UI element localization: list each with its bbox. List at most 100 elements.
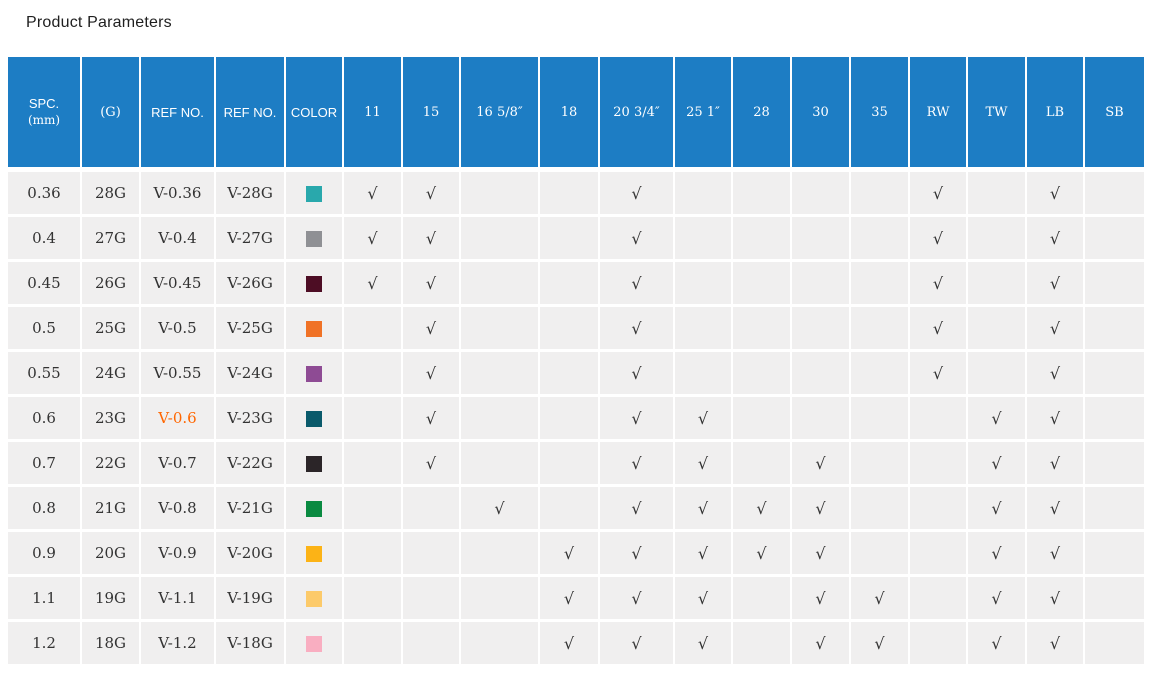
ref-no-2-cell: V-19G: [216, 577, 286, 622]
check-cell-rw: √: [910, 262, 968, 307]
check-cell-25_1: √: [675, 487, 733, 532]
table-row: 1.2 18G V-1.2 V-18G √ √ √ √ √ √ √: [8, 622, 1144, 667]
check-cell-rw: [910, 487, 968, 532]
check-cell-20_34: √: [600, 397, 675, 442]
check-cell-15: [403, 487, 461, 532]
spc-cell: 1.1: [8, 577, 82, 622]
spc-cell: 0.55: [8, 352, 82, 397]
color-swatch: [306, 456, 322, 472]
check-cell-16_58: [461, 352, 540, 397]
check-cell-15: √: [403, 217, 461, 262]
check-cell-11: [344, 352, 403, 397]
check-cell-tw: √: [968, 577, 1027, 622]
spc-cell: 0.6: [8, 397, 82, 442]
column-header-ref_no_1: REF NO.: [141, 57, 216, 172]
ref-no-2-cell: V-26G: [216, 262, 286, 307]
color-swatch: [306, 546, 322, 562]
check-cell-35: [851, 217, 910, 262]
spc-cell: 0.36: [8, 172, 82, 217]
check-cell-lb: √: [1027, 442, 1085, 487]
check-cell-lb: √: [1027, 487, 1085, 532]
check-cell-tw: [968, 352, 1027, 397]
check-cell-16_58: [461, 262, 540, 307]
check-cell-lb: √: [1027, 217, 1085, 262]
product-parameters-table: SPC. (mm) (G) REF NO. REF NO. COLOR 11 15 16 5/8…: [8, 57, 1144, 667]
check-cell-25_1: √: [675, 622, 733, 667]
check-cell-28: [733, 217, 792, 262]
check-cell-30: [792, 217, 851, 262]
ref-no-2-cell: V-27G: [216, 217, 286, 262]
check-cell-11: [344, 532, 403, 577]
gauge-cell: 18G: [82, 622, 141, 667]
column-header-tw: TW: [968, 57, 1027, 172]
check-cell-sb: [1085, 622, 1144, 667]
table-row: 0.7 22G V-0.7 V-22G √ √ √ √ √ √: [8, 442, 1144, 487]
color-swatch: [306, 591, 322, 607]
check-cell-tw: √: [968, 532, 1027, 577]
check-cell-18: [540, 352, 600, 397]
check-cell-25_1: [675, 262, 733, 307]
check-cell-11: √: [344, 262, 403, 307]
column-header-color: COLOR: [286, 57, 344, 172]
ref-no-2-cell: V-23G: [216, 397, 286, 442]
check-cell-rw: √: [910, 307, 968, 352]
check-cell-15: √: [403, 307, 461, 352]
ref-no-2-cell: V-25G: [216, 307, 286, 352]
check-cell-18: [540, 262, 600, 307]
check-cell-sb: [1085, 262, 1144, 307]
check-cell-15: √: [403, 352, 461, 397]
check-cell-tw: [968, 172, 1027, 217]
check-cell-15: √: [403, 442, 461, 487]
check-cell-30: [792, 307, 851, 352]
gauge-cell: 28G: [82, 172, 141, 217]
check-cell-rw: [910, 622, 968, 667]
check-cell-18: [540, 442, 600, 487]
column-header-spc: SPC. (mm): [8, 57, 82, 172]
ref-no-2-cell: V-24G: [216, 352, 286, 397]
check-cell-28: [733, 262, 792, 307]
column-header-gauge: (G): [82, 57, 141, 172]
check-cell-25_1: [675, 307, 733, 352]
check-cell-28: [733, 172, 792, 217]
check-cell-20_34: √: [600, 217, 675, 262]
check-cell-lb: √: [1027, 622, 1085, 667]
ref-no-1-cell: V-0.36: [141, 172, 216, 217]
check-cell-sb: [1085, 172, 1144, 217]
check-cell-30: √: [792, 622, 851, 667]
column-header-20_34: 20 3/4″: [600, 57, 675, 172]
check-cell-25_1: [675, 172, 733, 217]
check-cell-35: [851, 172, 910, 217]
gauge-cell: 25G: [82, 307, 141, 352]
ref-no-2-cell: V-21G: [216, 487, 286, 532]
color-cell: [286, 262, 344, 307]
column-header-28: 28: [733, 57, 792, 172]
check-cell-25_1: √: [675, 532, 733, 577]
gauge-cell: 21G: [82, 487, 141, 532]
page-title: Product Parameters: [26, 14, 172, 31]
color-cell: [286, 442, 344, 487]
ref-no-2-cell: V-20G: [216, 532, 286, 577]
check-cell-11: [344, 442, 403, 487]
color-swatch: [306, 186, 322, 202]
check-cell-35: [851, 397, 910, 442]
gauge-cell: 26G: [82, 262, 141, 307]
check-cell-28: [733, 307, 792, 352]
check-cell-20_34: √: [600, 577, 675, 622]
color-swatch: [306, 501, 322, 517]
check-cell-18: √: [540, 577, 600, 622]
color-swatch: [306, 366, 322, 382]
color-swatch: [306, 636, 322, 652]
check-cell-16_58: [461, 577, 540, 622]
gauge-cell: 24G: [82, 352, 141, 397]
ref-no-1-cell-highlighted[interactable]: V-0.6: [141, 397, 216, 442]
check-cell-11: [344, 622, 403, 667]
check-cell-28: [733, 442, 792, 487]
check-cell-25_1: √: [675, 442, 733, 487]
check-cell-18: [540, 217, 600, 262]
check-cell-25_1: √: [675, 577, 733, 622]
check-cell-16_58: [461, 622, 540, 667]
check-cell-15: [403, 622, 461, 667]
check-cell-30: √: [792, 442, 851, 487]
table-row: 0.36 28G V-0.36 V-28G √ √ √ √ √: [8, 172, 1144, 217]
check-cell-tw: √: [968, 397, 1027, 442]
